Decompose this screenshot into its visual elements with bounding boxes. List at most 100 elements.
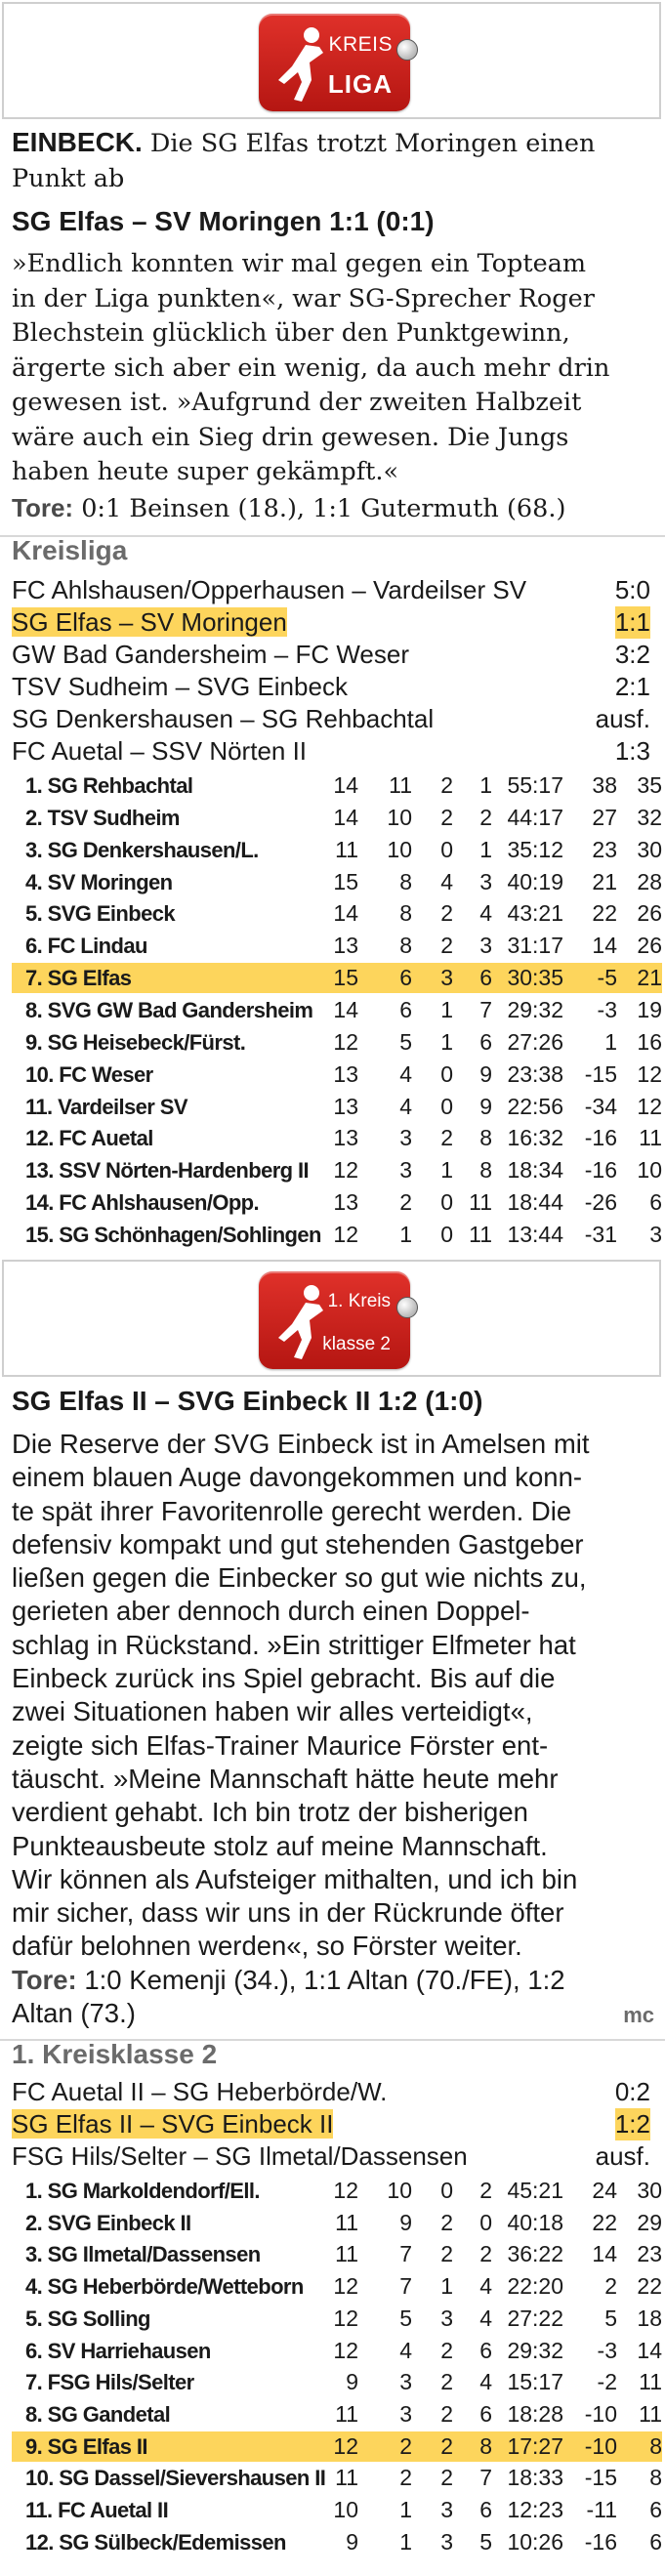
table-cell-goals: 29:32 bbox=[507, 996, 563, 1022]
table-row: 11. FC Auetal II 10 1 3 6 12:23 -11 6 bbox=[12, 2494, 662, 2526]
table-cell-l: 8 bbox=[479, 2432, 492, 2459]
table-cell-pts: 11 bbox=[639, 2400, 662, 2427]
table-cell-goals: 45:21 bbox=[507, 2178, 563, 2203]
table-cell-l: 4 bbox=[479, 2273, 492, 2300]
result-match: GW Bad Gandersheim – FC Weser bbox=[12, 640, 409, 669]
table-cell-d: 1 bbox=[440, 1028, 453, 1055]
table-cell-goals: 18:33 bbox=[507, 2465, 563, 2491]
table-cell-goals: 23:38 bbox=[507, 1060, 563, 1087]
author-initials: mc bbox=[623, 2003, 654, 2028]
table-cell-l: 0 bbox=[479, 2209, 492, 2235]
body-line: Blechstein glücklich über den Punktgewin… bbox=[12, 318, 570, 348]
result-row: FC Ahlshausen/Opperhausen – Vardeilser S… bbox=[12, 574, 654, 606]
table-cell-goals: 36:22 bbox=[507, 2241, 563, 2267]
table-cell-diff: -10 bbox=[584, 2400, 617, 2427]
table-cell-l: 6 bbox=[479, 1028, 492, 1055]
tore-label: Tore: bbox=[12, 493, 74, 522]
table-cell-l: 4 bbox=[479, 2369, 492, 2395]
table-cell-l: 2 bbox=[479, 2178, 492, 2203]
kreisliga-title: Kreisliga bbox=[12, 535, 128, 565]
table-cell-d: 2 bbox=[440, 772, 453, 798]
table-cell-pts: 14 bbox=[637, 2337, 662, 2363]
table-cell-pts: 18 bbox=[637, 2305, 662, 2331]
table-cell-d: 2 bbox=[440, 1125, 453, 1151]
table-cell-p: 11 bbox=[335, 2400, 358, 2427]
table-cell-p: 11 bbox=[335, 2209, 358, 2235]
table-cell-l: 9 bbox=[479, 1060, 492, 1087]
table-cell-goals: 43:21 bbox=[507, 900, 563, 927]
headline-lead: Die SG Elfas trotzt Moringen einen Punkt… bbox=[12, 129, 596, 193]
team-name: 12. SG Sülbeck/Edemissen bbox=[25, 2529, 286, 2555]
result-match: SG Elfas – SV Moringen bbox=[12, 607, 287, 637]
table-row: 8. SG Gandetal 11 3 2 6 18:28 -10 11 bbox=[12, 2398, 662, 2431]
table-cell-diff: -16 bbox=[584, 1157, 617, 1184]
table-cell-l: 7 bbox=[479, 996, 492, 1022]
divider bbox=[0, 2039, 665, 2041]
table-cell-goals: 18:28 bbox=[507, 2400, 563, 2427]
article2-match-title: SG Elfas II – SVG Einbeck II 1:2 (1:0) bbox=[12, 1386, 483, 1416]
kreisliga-logo: KREIS LIGA bbox=[259, 14, 418, 111]
team-name: 7. SG Elfas bbox=[25, 966, 132, 991]
ball-icon bbox=[396, 39, 418, 61]
table-cell-l: 3 bbox=[479, 868, 492, 894]
table-cell-pts: 29 bbox=[637, 2209, 662, 2235]
team-name: 1. SG Markoldendorf/Ell. bbox=[25, 2179, 260, 2203]
table-cell-diff: -11 bbox=[586, 2497, 617, 2522]
body-line: ärgerte sich aber ein wenig, da auch meh… bbox=[12, 353, 610, 383]
kreisklasse-title: 1. Kreisklasse 2 bbox=[12, 2039, 218, 2069]
team-name: 11. Vardeilser SV bbox=[25, 1094, 188, 1119]
table-cell-pts: 28 bbox=[637, 868, 662, 894]
table-cell-w: 1 bbox=[399, 2528, 412, 2555]
divider bbox=[0, 535, 665, 537]
table-cell-goals: 22:20 bbox=[507, 2273, 563, 2300]
table-cell-diff: -2 bbox=[597, 2369, 617, 2395]
team-name: 6. SV Harriehausen bbox=[25, 2338, 211, 2363]
ball-icon bbox=[396, 1297, 418, 1318]
table-cell-p: 12 bbox=[333, 2273, 358, 2300]
table-cell-p: 15 bbox=[333, 868, 358, 894]
result-score: ausf. bbox=[595, 704, 650, 733]
table-cell-p: 11 bbox=[335, 2241, 358, 2267]
table-cell-p: 11 bbox=[335, 836, 358, 862]
table-cell-w: 4 bbox=[399, 2337, 412, 2363]
result-match: FC Auetal II – SG Heberbörde/W. bbox=[12, 2077, 388, 2106]
table-cell-goals: 18:44 bbox=[507, 1189, 563, 1216]
table-cell-d: 0 bbox=[440, 1060, 453, 1087]
table-cell-goals: 10:26 bbox=[507, 2528, 563, 2555]
table-cell-w: 11 bbox=[389, 772, 412, 798]
logo-text-klasse: klasse 2 bbox=[322, 1334, 391, 1354]
table-row: 3. SG Ilmetal/Dassensen 11 7 2 2 36:22 14 23 bbox=[12, 2238, 662, 2270]
table-cell-l: 8 bbox=[479, 1125, 492, 1151]
table-cell-diff: -16 bbox=[584, 1125, 617, 1151]
table-cell-diff: 14 bbox=[592, 2241, 617, 2267]
team-name: 7. FSG Hils/Selter bbox=[25, 2370, 194, 2395]
table-cell-w: 10 bbox=[387, 804, 412, 830]
logo-text-kreis: KREIS bbox=[328, 33, 393, 56]
table-cell-diff: -3 bbox=[597, 2337, 617, 2363]
team-name: 9. SG Elfas II bbox=[25, 2433, 147, 2459]
table-cell-p: 13 bbox=[333, 1060, 358, 1087]
team-name: 5. SG Solling bbox=[25, 2306, 150, 2331]
table-row: 8. SVG GW Bad Gandersheim 14 6 1 7 29:32 -3 19 bbox=[12, 994, 662, 1026]
logo-text-kreis: 1. Kreis bbox=[327, 1291, 391, 1311]
result-score: 1:1 bbox=[614, 606, 650, 639]
table-cell-goals: 27:22 bbox=[507, 2305, 563, 2331]
table-cell-diff: 27 bbox=[592, 804, 617, 830]
table-cell-w: 9 bbox=[399, 2209, 412, 2235]
body-line: mir sicher, dass wir uns in der Rückrund… bbox=[12, 1897, 564, 1929]
table-row: 6. SV Harriehausen 12 4 2 6 29:32 -3 14 bbox=[12, 2335, 662, 2367]
table-cell-d: 3 bbox=[440, 2528, 453, 2555]
body-line: »Endlich konnten wir mal gegen ein Topte… bbox=[12, 249, 587, 278]
result-score: 1:3 bbox=[614, 736, 650, 766]
table-row: 11. Vardeilser SV 13 4 0 9 22:56 -34 12 bbox=[12, 1091, 662, 1123]
table-cell-pts: 6 bbox=[649, 2497, 662, 2522]
table-cell-p: 12 bbox=[333, 1157, 358, 1184]
table-cell-l: 7 bbox=[479, 2465, 492, 2491]
article1-body: »Endlich konnten wir mal gegen ein Topte… bbox=[12, 247, 656, 490]
body-line: Die Reserve der SVG Einbeck ist in Amels… bbox=[12, 1429, 590, 1459]
table-cell-pts: 21 bbox=[637, 965, 662, 991]
team-name: 6. FC Lindau bbox=[25, 934, 147, 959]
team-name: 2. TSV Sudheim bbox=[25, 805, 180, 830]
table-cell-l: 5 bbox=[479, 2528, 492, 2555]
table-cell-w: 4 bbox=[399, 1060, 412, 1087]
